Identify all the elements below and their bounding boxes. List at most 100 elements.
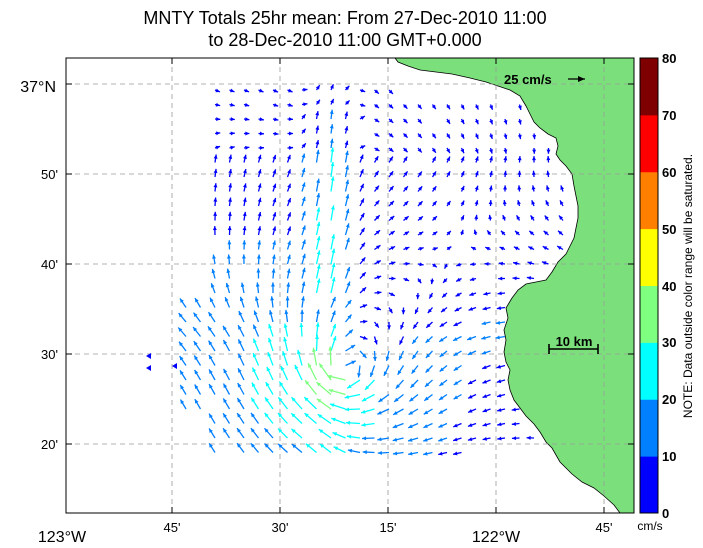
current-vector-head: [532, 134, 537, 140]
current-vector-head: [331, 277, 336, 282]
current-vector-head: [405, 261, 410, 266]
current-vector-head: [389, 171, 394, 176]
current-vector-head: [347, 314, 352, 319]
current-vector-head: [376, 275, 382, 280]
current-vector-head: [238, 339, 242, 344]
current-vector-head: [474, 214, 479, 220]
current-vector-head: [241, 254, 246, 259]
current-vector-head: [316, 221, 321, 227]
current-vector-head: [194, 399, 199, 404]
current-vector-head: [497, 291, 502, 296]
current-vector-head: [360, 88, 366, 93]
current-vector-head: [245, 117, 250, 122]
current-vector-head: [446, 148, 450, 154]
current-vector-head: [403, 104, 408, 109]
lon-tick-15: 15': [380, 520, 397, 535]
current-vector-head: [439, 367, 445, 372]
current-vector-head: [376, 245, 381, 250]
current-vector-head: [503, 120, 508, 125]
current-vector-head: [213, 154, 218, 159]
current-vector-head: [257, 197, 262, 203]
current-vector-head: [378, 398, 383, 402]
current-vector-head: [390, 292, 395, 296]
current-vector-head: [288, 103, 293, 107]
longitude-labels: 123°W 45' 30' 15' 122°W 45': [38, 520, 613, 546]
current-vector-head: [489, 105, 493, 110]
current-vector-head: [215, 102, 221, 107]
current-vector-head: [316, 236, 321, 241]
current-vector-head: [316, 207, 321, 212]
colorbar-unit: cm/s: [637, 519, 662, 533]
current-vector-head: [305, 443, 311, 448]
current-vector-head: [456, 262, 461, 267]
current-vector-head: [517, 185, 522, 190]
current-vector-head: [212, 226, 217, 231]
current-vector-head: [223, 413, 227, 418]
lon-tick-123w: 123°W: [38, 529, 87, 546]
current-vector-head: [404, 216, 409, 221]
current-vector-head: [346, 237, 350, 243]
current-vector-head: [302, 225, 306, 230]
current-vector-head: [362, 304, 368, 309]
current-vector-head: [362, 353, 367, 358]
current-vector-head: [468, 380, 473, 385]
current-vector-head: [557, 246, 562, 250]
current-vector-head: [328, 388, 334, 393]
current-vector-head: [427, 308, 432, 314]
current-vector-head: [460, 229, 464, 235]
current-vector-head: [517, 120, 522, 125]
current-vector-head: [389, 200, 394, 206]
current-vector-head: [397, 370, 402, 375]
current-vector-head: [283, 337, 288, 342]
current-vector-head: [412, 339, 417, 344]
current-vector-head: [179, 370, 184, 375]
current-vector-head: [288, 117, 293, 122]
current-vector-head: [332, 296, 336, 302]
current-vector-head: [482, 379, 487, 384]
current-vector-head: [257, 154, 262, 160]
cb-tick-60: 60: [662, 165, 676, 180]
current-vector-head: [361, 422, 366, 427]
current-vector-head: [146, 365, 151, 371]
current-vector-head: [419, 247, 424, 251]
current-vector-head: [488, 200, 493, 205]
current-vector-head: [374, 103, 379, 108]
current-vector-head: [228, 183, 233, 188]
current-vector-head: [332, 432, 338, 436]
current-vector-head: [364, 385, 370, 390]
current-vector-head: [499, 246, 505, 251]
current-vector-head: [255, 282, 260, 287]
current-vector-head: [532, 149, 537, 154]
current-vector-head: [304, 397, 309, 402]
current-vector-head: [481, 350, 487, 355]
current-vector-head: [503, 149, 508, 154]
current-vector-head: [208, 340, 213, 346]
current-vector-head: [467, 336, 472, 341]
current-vector-head: [418, 231, 424, 236]
current-vector-head: [546, 149, 551, 154]
current-vector-head: [497, 393, 502, 398]
current-vector-head: [216, 117, 221, 122]
current-vector-head: [468, 306, 474, 311]
current-vector-head: [224, 297, 229, 302]
current-vector-head: [495, 320, 501, 325]
current-vector-head: [389, 147, 394, 152]
current-vector-head: [403, 156, 408, 162]
current-vector-head: [410, 383, 415, 388]
current-vector-head: [287, 183, 291, 189]
current-vector-head: [460, 104, 465, 110]
current-vector-head: [474, 171, 479, 176]
current-vector-head: [543, 230, 549, 235]
current-vector-head: [330, 147, 335, 152]
map-frame: [65, 57, 635, 514]
current-vector-head: [344, 394, 350, 399]
current-vector-head: [515, 230, 520, 236]
current-vector-head: [460, 185, 465, 191]
current-vector-head: [409, 397, 414, 402]
current-vector-head: [259, 117, 264, 122]
lon-tick-30: 30': [272, 520, 289, 535]
current-vector-head: [443, 278, 448, 283]
current-vector-head: [331, 310, 336, 316]
current-vector-head: [270, 282, 275, 287]
